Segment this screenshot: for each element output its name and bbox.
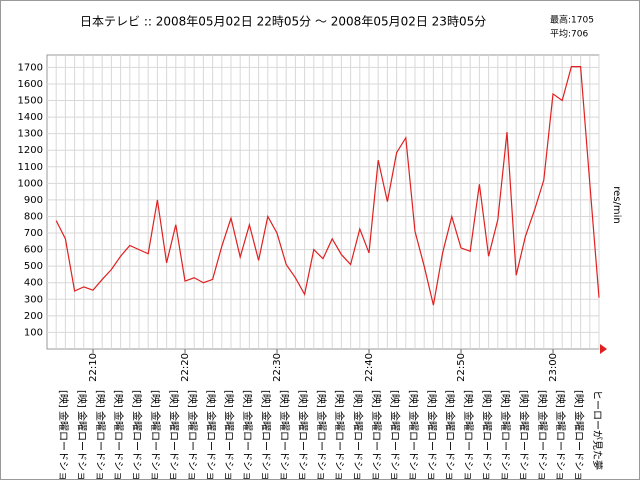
program-label: [映] 金曜ロードショ [112, 390, 125, 480]
x-tick-label: 22:30 [272, 353, 283, 382]
x-tick-label: 22:10 [88, 353, 99, 382]
y-tick-label: 600 [24, 245, 43, 256]
program-label: [映] 金曜ロードショ [444, 390, 457, 480]
x-tick-label: 22:20 [180, 353, 191, 382]
program-label: [映] 金曜ロードショ [462, 390, 475, 480]
y-tick-label: 1700 [18, 62, 43, 73]
program-label: [映] 金曜ロードショ [278, 390, 291, 480]
program-label: [映] 金曜ロードショ [499, 390, 512, 480]
y-tick-label: 400 [24, 278, 43, 289]
stat-avg: 平均:706 [550, 28, 588, 40]
y-tick-label: 1500 [18, 96, 43, 107]
axis-arrow [600, 344, 607, 354]
x-tick-label: 22:50 [456, 353, 467, 382]
program-label: [映] 金曜ロードショ [425, 390, 438, 480]
y-tick-label: 500 [24, 261, 43, 272]
program-label: [映] 金曜ロードショ [186, 390, 199, 480]
y-axis-label: res/min [611, 186, 622, 223]
program-label: [映] 金曜ロードショ [573, 390, 586, 480]
program-label: [映] 金曜ロードショ [407, 390, 420, 480]
program-label: [映] 金曜ロードショ [296, 390, 309, 480]
program-label: [映] 金曜ロードショ [167, 390, 180, 480]
program-label: [映] 金曜ロードショ [94, 390, 107, 480]
x-tick-label: 23:00 [548, 353, 559, 382]
y-tick-label: 1000 [18, 178, 43, 189]
program-label: [映] 金曜ロードショ [554, 390, 567, 480]
y-tick-label: 900 [24, 195, 43, 206]
program-label: [映] 金曜ロードショ [315, 390, 328, 480]
program-label: [映] 金曜ロードショ [388, 390, 401, 480]
program-label: [映] 金曜ロードショ [352, 390, 365, 480]
y-tick-label: 1600 [18, 79, 43, 90]
program-label: ヒーローが見た夢 [591, 390, 604, 470]
program-label: [映] 金曜ロードショ [75, 390, 88, 480]
program-label: [映] 金曜ロードショ [517, 390, 530, 480]
chart-title: 日本テレビ :: 2008年05月02日 22時05分 〜 2008年05月02… [80, 15, 486, 29]
y-tick-label: 1100 [18, 162, 43, 173]
program-label: [映] 金曜ロードショ [481, 390, 494, 480]
y-tick-label: 1200 [18, 145, 43, 156]
y-tick-label: 800 [24, 211, 43, 222]
y-tick-label: 200 [24, 311, 43, 322]
y-tick-label: 700 [24, 228, 43, 239]
program-label: [映] 金曜ロードショ [131, 390, 144, 480]
data-line [55, 65, 600, 306]
stat-max: 最高:1705 [550, 14, 594, 26]
program-label: [映] 金曜ロードショ [223, 390, 236, 480]
x-tick-label: 22:40 [364, 353, 375, 382]
program-label: [映] 金曜ロードショ [204, 390, 217, 480]
y-tick-label: 300 [24, 294, 43, 305]
program-label: [映] 金曜ロードショ [149, 390, 162, 480]
y-tick-label: 1400 [18, 112, 43, 123]
program-label: [映] 金曜ロードショ [57, 390, 70, 480]
program-label: [映] 金曜ロードショ [333, 390, 346, 480]
program-label: [映] 金曜ロードショ [260, 390, 273, 480]
program-label: [映] 金曜ロードショ [241, 390, 254, 480]
program-label: [映] 金曜ロードショ [370, 390, 383, 480]
y-tick-label: 100 [24, 327, 43, 338]
y-tick-label: 1300 [18, 129, 43, 140]
program-label: [映] 金曜ロードショ [536, 390, 549, 480]
